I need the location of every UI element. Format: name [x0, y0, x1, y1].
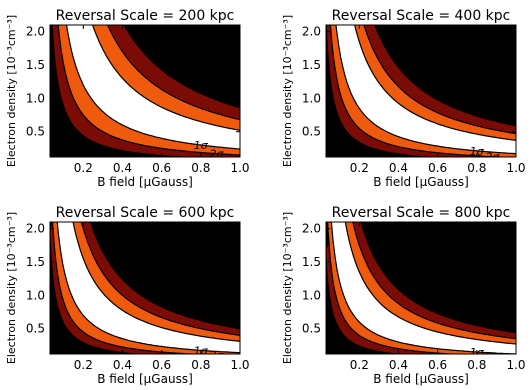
- contour-label-1sigma: 1σ: [194, 139, 209, 152]
- contour-line-1sigma-upper: [72, 222, 240, 342]
- x-axis: 0.2 0.4 0.6 0.8 1.0: [350, 222, 526, 372]
- x-axis-label: B field [μGauss]: [97, 372, 193, 386]
- contour-line-1sigma-lower: [65, 25, 240, 150]
- region-1sigma: [57, 222, 240, 353]
- plot-frame: [49, 24, 241, 158]
- plot-frame: [325, 24, 517, 158]
- y-axis: 0.5 1.0 1.5 2.0: [302, 25, 516, 139]
- panel-400kpc: Reversal Scale = 400 kpc 1σ 2σ 0.5 1.0 1.5 2…: [281, 8, 526, 189]
- y-tick-label: 1.5: [26, 58, 45, 72]
- contour-line-2sigma-upper: [363, 25, 516, 135]
- contour-line-1sigma-lower: [330, 222, 516, 354]
- y-tick-label: 1.5: [302, 58, 321, 72]
- y-tick-label: 1.5: [302, 255, 321, 269]
- y-tick-label: 2.0: [26, 25, 45, 39]
- contour-line-1sigma-lower: [56, 222, 240, 354]
- contour-line-2sigma-upper: [106, 25, 240, 121]
- x-axis: 0.2 0.4 0.6 0.8 1.0: [350, 25, 526, 175]
- x-tick-label: 0.6: [152, 161, 171, 175]
- contour-line-1sigma-upper: [344, 222, 516, 345]
- x-tick-label: 0.4: [389, 161, 408, 175]
- contour-line-1sigma-upper: [92, 25, 240, 131]
- contour-line-2sigma-lower: [57, 25, 240, 156]
- y-tick-label: 0.5: [26, 125, 45, 139]
- y-tick-label: 2.0: [302, 25, 321, 39]
- y-tick-label: 2.0: [26, 222, 45, 236]
- contour-line-1sigma-lower: [335, 25, 516, 155]
- y-tick-label: 1.0: [302, 91, 321, 105]
- contour-label-2sigma: 2σ: [486, 151, 501, 164]
- y-axis: 0.5 1.0 1.5 2.0: [26, 222, 240, 336]
- contour-line-1sigma-upper: [354, 25, 516, 141]
- x-axis: 0.2 0.4 0.6 0.8 1.0: [74, 25, 250, 175]
- y-tick-label: 2.0: [302, 222, 321, 236]
- x-tick-label: 0.4: [113, 358, 132, 372]
- contour-label-2sigma: 2σ: [210, 349, 225, 362]
- x-tick-label: 1.0: [230, 358, 249, 372]
- contour-label-1sigma: 1σ: [194, 344, 209, 357]
- contour-label-2sigma: 2σ: [210, 148, 225, 161]
- x-tick-label: 0.8: [191, 161, 210, 175]
- contour-line-2sigma-lower: [329, 25, 514, 157]
- panel-800kpc: Reversal Scale = 800 kpc 1σ 2σ 0.5 1.0 1.5 2…: [281, 205, 526, 386]
- panel-600kpc: Reversal Scale = 600 kpc 1σ 2σ 0.5 1.0 1.5 2…: [5, 205, 250, 386]
- x-tick-label: 0.2: [350, 358, 369, 372]
- y-axis-label: Electron density [10⁻³cm⁻³]: [5, 15, 18, 167]
- region-1sigma: [66, 25, 240, 149]
- y-tick-label: 0.5: [302, 322, 321, 336]
- plot-frame: [49, 221, 241, 355]
- y-axis-label: Electron density [10⁻³cm⁻³]: [281, 212, 294, 364]
- contour-line-2sigma-lower: [52, 222, 203, 354]
- y-axis-label: Electron density [10⁻³cm⁻³]: [5, 212, 18, 364]
- contour-line-2sigma-lower: [327, 222, 462, 354]
- x-tick-label: 0.6: [428, 161, 447, 175]
- x-tick-label: 0.6: [152, 358, 171, 372]
- panel-title: Reversal Scale = 200 kpc: [56, 8, 235, 24]
- panel-title: Reversal Scale = 600 kpc: [56, 205, 235, 221]
- x-tick-label: 0.2: [74, 358, 93, 372]
- plot-frame: [325, 221, 517, 355]
- x-tick-label: 0.8: [467, 358, 486, 372]
- x-tick-label: 1.0: [230, 161, 249, 175]
- x-tick-label: 0.4: [113, 161, 132, 175]
- x-tick-label: 0.4: [389, 358, 408, 372]
- x-axis-label: B field [μGauss]: [97, 175, 193, 189]
- contour-label-1sigma: 1σ: [470, 145, 485, 158]
- x-tick-label: 0.2: [74, 161, 93, 175]
- panel-title: Reversal Scale = 400 kpc: [332, 8, 511, 24]
- x-tick-label: 1.0: [506, 358, 525, 372]
- x-axis-label: B field [μGauss]: [373, 175, 469, 189]
- x-tick-label: 0.2: [350, 161, 369, 175]
- x-tick-label: 0.6: [428, 358, 447, 372]
- y-tick-label: 0.5: [26, 322, 45, 336]
- x-tick-label: 0.8: [191, 358, 210, 372]
- panel-title: Reversal Scale = 800 kpc: [332, 205, 511, 221]
- y-tick-label: 0.5: [302, 125, 321, 139]
- y-tick-label: 1.0: [26, 288, 45, 302]
- y-axis: 0.5 1.0 1.5 2.0: [302, 222, 516, 336]
- y-tick-label: 1.0: [26, 91, 45, 105]
- x-axis: 0.2 0.4 0.6 0.8 1.0: [74, 222, 250, 372]
- region-1sigma: [331, 222, 516, 354]
- region-1sigma: [336, 25, 516, 154]
- contour-line-2sigma-upper: [352, 222, 516, 340]
- x-axis-label: B field [μGauss]: [373, 372, 469, 386]
- y-tick-label: 1.5: [26, 255, 45, 269]
- x-tick-label: 1.0: [506, 161, 525, 175]
- y-tick-label: 1.0: [302, 288, 321, 302]
- x-tick-label: 0.8: [467, 161, 486, 175]
- contour-label-2sigma: 2σ: [486, 350, 501, 363]
- y-axis-label: Electron density [10⁻³cm⁻³]: [281, 15, 294, 167]
- y-axis: 0.5 1.0 1.5 2.0: [26, 25, 240, 139]
- contour-line-2sigma-upper: [80, 222, 240, 336]
